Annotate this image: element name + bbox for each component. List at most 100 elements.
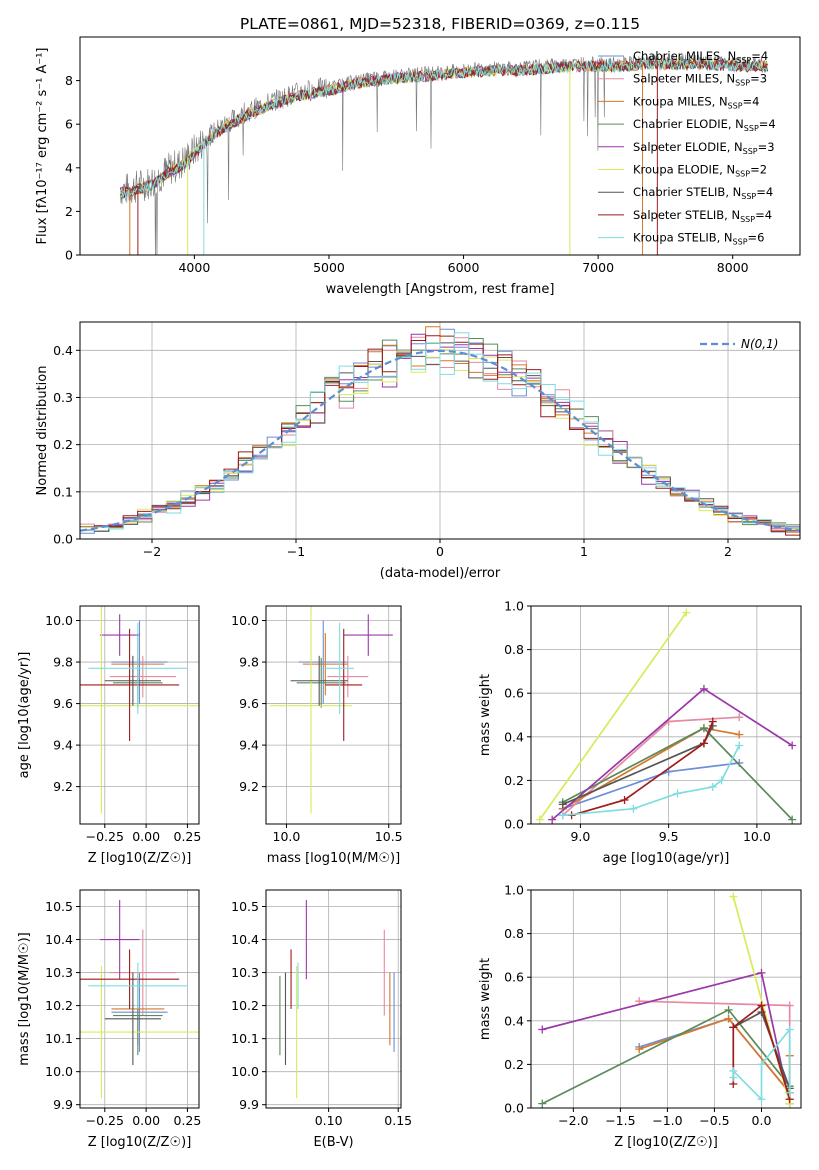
axes-frame — [530, 889, 802, 1109]
x-axis-label: Z [log10(Z/Z☉)] — [614, 1135, 718, 1150]
y-tick-label: 10.5 — [45, 899, 73, 914]
x-axis-label: (data-model)/error — [380, 566, 501, 581]
x-tick-label: −0.25 — [86, 1113, 124, 1128]
y-tick-label: 0.2 — [504, 1057, 524, 1072]
y-tick-label: 0.0 — [504, 817, 524, 832]
x-tick-label: 0.15 — [384, 1113, 412, 1128]
y-tick-label: 10.1 — [45, 1031, 73, 1046]
data-point-marker — [535, 815, 544, 824]
x-tick-label: 0.10 — [315, 1113, 343, 1128]
axes-frame — [79, 605, 200, 825]
data-point-marker — [735, 741, 744, 750]
y-tick-label: 10.0 — [45, 613, 73, 628]
data-point-marker — [735, 730, 744, 739]
data-point-marker — [699, 739, 708, 748]
y-axis-label: Normed distribution — [35, 366, 50, 496]
y-tick-label: 0.4 — [504, 1013, 524, 1028]
x-tick-label: 9.0 — [570, 829, 590, 844]
data-point-marker — [729, 1066, 738, 1075]
y-tick-label: 0.6 — [504, 686, 524, 701]
chart-mass-weight-vs-age: 9.0 9.5 10.0 0.0 0.2 0.4 0.6 0.8 1.0 age [log10(a… — [478, 599, 802, 866]
mass-weight-line — [571, 721, 714, 817]
y-tick-label: 0.8 — [504, 642, 524, 657]
data-point-marker — [538, 1099, 547, 1108]
x-tick-label: 0.25 — [174, 829, 202, 844]
axes-frame — [265, 889, 402, 1109]
x-tick-label: 0.0 — [752, 1113, 772, 1128]
x-tick-label: 5000 — [313, 260, 345, 275]
y-tick-label: 10.2 — [45, 998, 73, 1013]
legend-label: Kroupa ELODIE, NSSP=2 — [633, 163, 767, 179]
y-tick-label: 10.0 — [231, 613, 259, 628]
x-tick-label: 2 — [724, 544, 732, 559]
y-tick-label: 9.4 — [239, 738, 259, 753]
plot-area — [538, 892, 794, 1108]
y-tick-label: 0.2 — [504, 773, 524, 788]
y-tick-label: 0 — [65, 248, 73, 263]
y-tick-label: 9.2 — [53, 779, 73, 794]
x-tick-label: 1 — [580, 544, 588, 559]
data-point-marker — [558, 811, 567, 820]
x-tick-label: 0.25 — [174, 1113, 202, 1128]
y-tick-label: 10.1 — [231, 1031, 259, 1046]
data-point-marker — [538, 1025, 547, 1034]
x-tick-label: 4000 — [178, 260, 210, 275]
chart-mass-vs-Z: −0.25 0.00 0.25 9.9 10.0 10.1 10.2 10.3 10.4 10.5… — [17, 889, 202, 1150]
legend-label: Chabrier STELIB, NSSP=4 — [633, 185, 773, 201]
data-point-marker — [717, 776, 726, 785]
x-tick-label: 0 — [436, 544, 444, 559]
mass-weight-line — [562, 727, 740, 810]
x-tick-label: −1.5 — [605, 1113, 635, 1128]
data-point-marker — [757, 1001, 766, 1010]
x-tick-label: −0.25 — [86, 829, 124, 844]
legend-label: N(0,1) — [741, 337, 778, 351]
chart-mass-weight-vs-Z: −2.0 −1.5 −1.0 −0.5 0.0 0.0 0.2 0.4 0.6 0.8 1.0 Z [… — [478, 883, 802, 1150]
plot-area — [119, 53, 769, 255]
chart-spectrum: Chabrier MILES, NSSP=4 Salpeter MILES, NS… — [35, 36, 801, 297]
legend-label: Salpeter ELODIE, NSSP=3 — [633, 140, 775, 156]
data-point-marker — [757, 968, 766, 977]
x-axis-label: Z [log10(Z/Z☉)] — [88, 1135, 192, 1150]
data-point-marker — [699, 724, 708, 733]
y-tick-label: 10.2 — [231, 998, 259, 1013]
y-tick-label: 9.9 — [239, 1097, 259, 1112]
y-tick-label: 9.9 — [53, 1097, 73, 1112]
data-point-marker — [682, 608, 691, 617]
y-tick-label: 8 — [65, 73, 73, 88]
x-tick-label: 0.00 — [132, 829, 160, 844]
plot-area — [80, 899, 199, 1099]
y-tick-label: 1.0 — [504, 883, 524, 898]
x-tick-label: 10.0 — [273, 829, 301, 844]
x-tick-label: 7000 — [582, 260, 614, 275]
y-axis-label: mass weight — [478, 674, 493, 756]
plot-area — [535, 608, 797, 824]
y-tick-label: 9.6 — [239, 696, 259, 711]
y-axis-label: mass weight — [478, 958, 493, 1040]
x-tick-label: 6000 — [448, 260, 480, 275]
x-axis-label: mass [log10(M/M☉)] — [267, 851, 400, 866]
y-tick-label: 0.0 — [504, 1101, 524, 1116]
data-point-marker — [673, 789, 682, 798]
legend-label: Chabrier ELODIE, NSSP=4 — [633, 117, 776, 133]
x-tick-label: 10.0 — [743, 829, 771, 844]
mass-weight-line — [562, 727, 793, 821]
legend-label: Kroupa STELIB, NSSP=6 — [633, 231, 764, 247]
data-point-marker — [708, 717, 717, 726]
data-point-marker — [724, 1005, 733, 1014]
x-tick-label: −1.0 — [652, 1113, 682, 1128]
legend-label: Salpeter MILES, NSSP=3 — [633, 72, 767, 88]
plot-area — [270, 606, 393, 814]
data-point-marker — [629, 804, 638, 813]
data-point-marker — [788, 815, 797, 824]
legend-label: Kroupa MILES, NSSP=4 — [633, 94, 759, 110]
chart-residuals: N(0,1) −2 −1 0 1 2 0.0 0.1 0.2 0.3 0.4 (data-model)… — [35, 321, 801, 581]
data-point-marker — [785, 1088, 794, 1097]
y-tick-label: 10.3 — [231, 965, 259, 980]
axes-frame — [530, 605, 802, 825]
x-tick-label: 10.5 — [375, 829, 403, 844]
x-axis-label: E(B-V) — [313, 1135, 353, 1150]
y-tick-label: 9.8 — [239, 655, 259, 670]
legend: Chabrier MILES, NSSP=4 Salpeter MILES, NS… — [598, 49, 776, 247]
y-tick-label: 10.4 — [231, 932, 259, 947]
chart-age-vs-mass: 10.0 10.5 9.2 9.4 9.6 9.8 10.0 mass [log10(M/M☉… — [231, 605, 403, 866]
